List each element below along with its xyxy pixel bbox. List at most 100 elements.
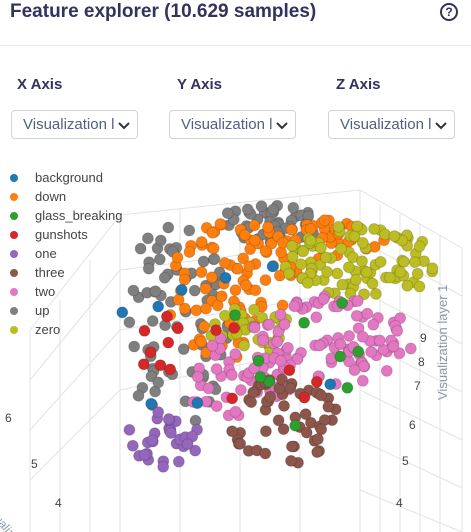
chevron-down-icon <box>435 122 447 130</box>
scatter-point-zero <box>336 278 349 291</box>
scatter-point-one <box>126 439 139 452</box>
scatter-point-up <box>208 252 221 265</box>
scatter-3d-plot[interactable] <box>0 150 471 532</box>
legend-label: three <box>35 265 65 280</box>
scatter-point-down <box>249 284 262 297</box>
scatter-point-up <box>154 234 167 247</box>
legend-marker <box>10 288 18 296</box>
scatter-point-zero <box>349 273 362 286</box>
scatter-point-glass_breaking <box>298 316 311 329</box>
z-tick: 5 <box>402 454 409 468</box>
z-axis-select[interactable]: Visualization layer 3 <box>328 110 455 139</box>
scatter-point-glass_breaking <box>229 309 241 322</box>
scatter-point-zero <box>426 262 439 275</box>
scatter-point-glass_breaking <box>289 419 302 432</box>
scatter-point-zero <box>401 279 414 292</box>
legend-label: background <box>35 170 103 185</box>
scatter-point-one <box>123 423 136 436</box>
scatter-point-up <box>177 343 190 356</box>
scatter-point-zero <box>335 242 348 255</box>
scatter-point-up <box>241 203 254 216</box>
scatter-point-two <box>257 334 270 347</box>
scatter-point-zero <box>394 266 407 278</box>
left-tick: 4 <box>55 496 62 510</box>
scatter-point-zero <box>297 245 310 258</box>
scatter-point-three <box>300 426 313 439</box>
scatter-point-up <box>158 271 171 284</box>
scatter-point-gunshots <box>138 324 151 337</box>
scatter-point-two <box>351 295 364 307</box>
scatter-point-up <box>197 255 210 268</box>
scatter-point-three <box>285 440 298 453</box>
scatter-point-three <box>299 408 312 421</box>
scatter-point-two <box>317 293 330 306</box>
scatter-point-gunshots <box>228 322 241 334</box>
scatter-point-up <box>153 253 166 266</box>
legend-marker <box>10 174 18 182</box>
y-axis-select[interactable]: Visualization layer 2 <box>169 110 296 139</box>
scatter-points <box>116 199 439 473</box>
legend-marker <box>10 326 18 334</box>
z-tick: 7 <box>414 379 421 393</box>
scatter-point-two <box>263 318 276 331</box>
scatter-point-up <box>141 232 154 245</box>
scatter-point-one <box>172 455 185 468</box>
scatter-point-gunshots <box>171 322 184 335</box>
scatter-point-down <box>200 302 212 315</box>
scatter-point-three <box>285 454 297 467</box>
scatter-point-two <box>373 334 386 347</box>
scatter-point-down <box>248 219 261 232</box>
scatter-point-two <box>350 309 363 322</box>
scatter-point-down <box>171 251 184 264</box>
z-tick: 4 <box>396 496 403 510</box>
x-axis-select-value: Visualization layer 1 <box>23 116 115 133</box>
scatter-point-two <box>367 318 380 331</box>
scatter-point-down <box>198 320 211 333</box>
left-tick: 5 <box>31 457 38 471</box>
scatter-point-down <box>183 246 196 258</box>
scatter-point-gunshots <box>162 336 175 349</box>
scatter-point-one <box>162 413 175 425</box>
scatter-point-down <box>195 236 208 248</box>
legend-label: zero <box>35 322 61 337</box>
scatter-point-up <box>221 207 234 220</box>
scatter-point-one <box>146 434 159 447</box>
scatter-point-glass_breaking <box>341 381 354 394</box>
help-circle-icon[interactable]: ? <box>440 3 458 21</box>
scatter-point-zero <box>369 287 382 300</box>
scatter-point-two <box>281 341 294 354</box>
scatter-point-down <box>304 222 317 235</box>
scatter-point-three <box>311 446 324 459</box>
scatter-point-two <box>380 364 393 377</box>
x-axis-select[interactable]: Visualization layer 1 <box>11 110 138 139</box>
scatter-point-glass_breaking <box>254 371 267 383</box>
scatter-point-two <box>229 405 242 418</box>
scatter-point-down <box>214 218 227 230</box>
legend-marker <box>10 269 18 277</box>
scatter-point-gunshots <box>283 364 296 377</box>
scatter-point-zero <box>374 255 387 268</box>
scatter-point-glass_breaking <box>334 350 347 363</box>
scatter-point-two <box>191 370 204 383</box>
scatter-point-up <box>134 242 147 255</box>
scatter-point-up <box>127 284 140 297</box>
chevron-down-icon <box>118 122 130 130</box>
scatter-point-three <box>284 382 297 395</box>
scatter-point-two <box>248 321 261 334</box>
scatter-point-three <box>259 425 272 438</box>
scatter-point-three <box>264 390 277 403</box>
scatter-point-three <box>315 389 328 402</box>
legend-label: one <box>35 246 57 261</box>
scatter-point-background <box>324 378 337 391</box>
scatter-point-background <box>219 271 232 284</box>
scatter-point-zero <box>219 309 231 322</box>
scatter-point-glass_breaking <box>252 354 265 367</box>
scatter-point-up <box>188 284 201 297</box>
scatter-point-zero <box>411 267 424 280</box>
scatter-point-zero <box>368 223 381 235</box>
scatter-point-three <box>245 396 258 409</box>
scatter-point-glass_breaking <box>336 297 349 309</box>
scatter-point-one <box>181 438 194 451</box>
legend-label: gunshots <box>35 227 88 242</box>
scatter-point-background <box>175 283 188 296</box>
